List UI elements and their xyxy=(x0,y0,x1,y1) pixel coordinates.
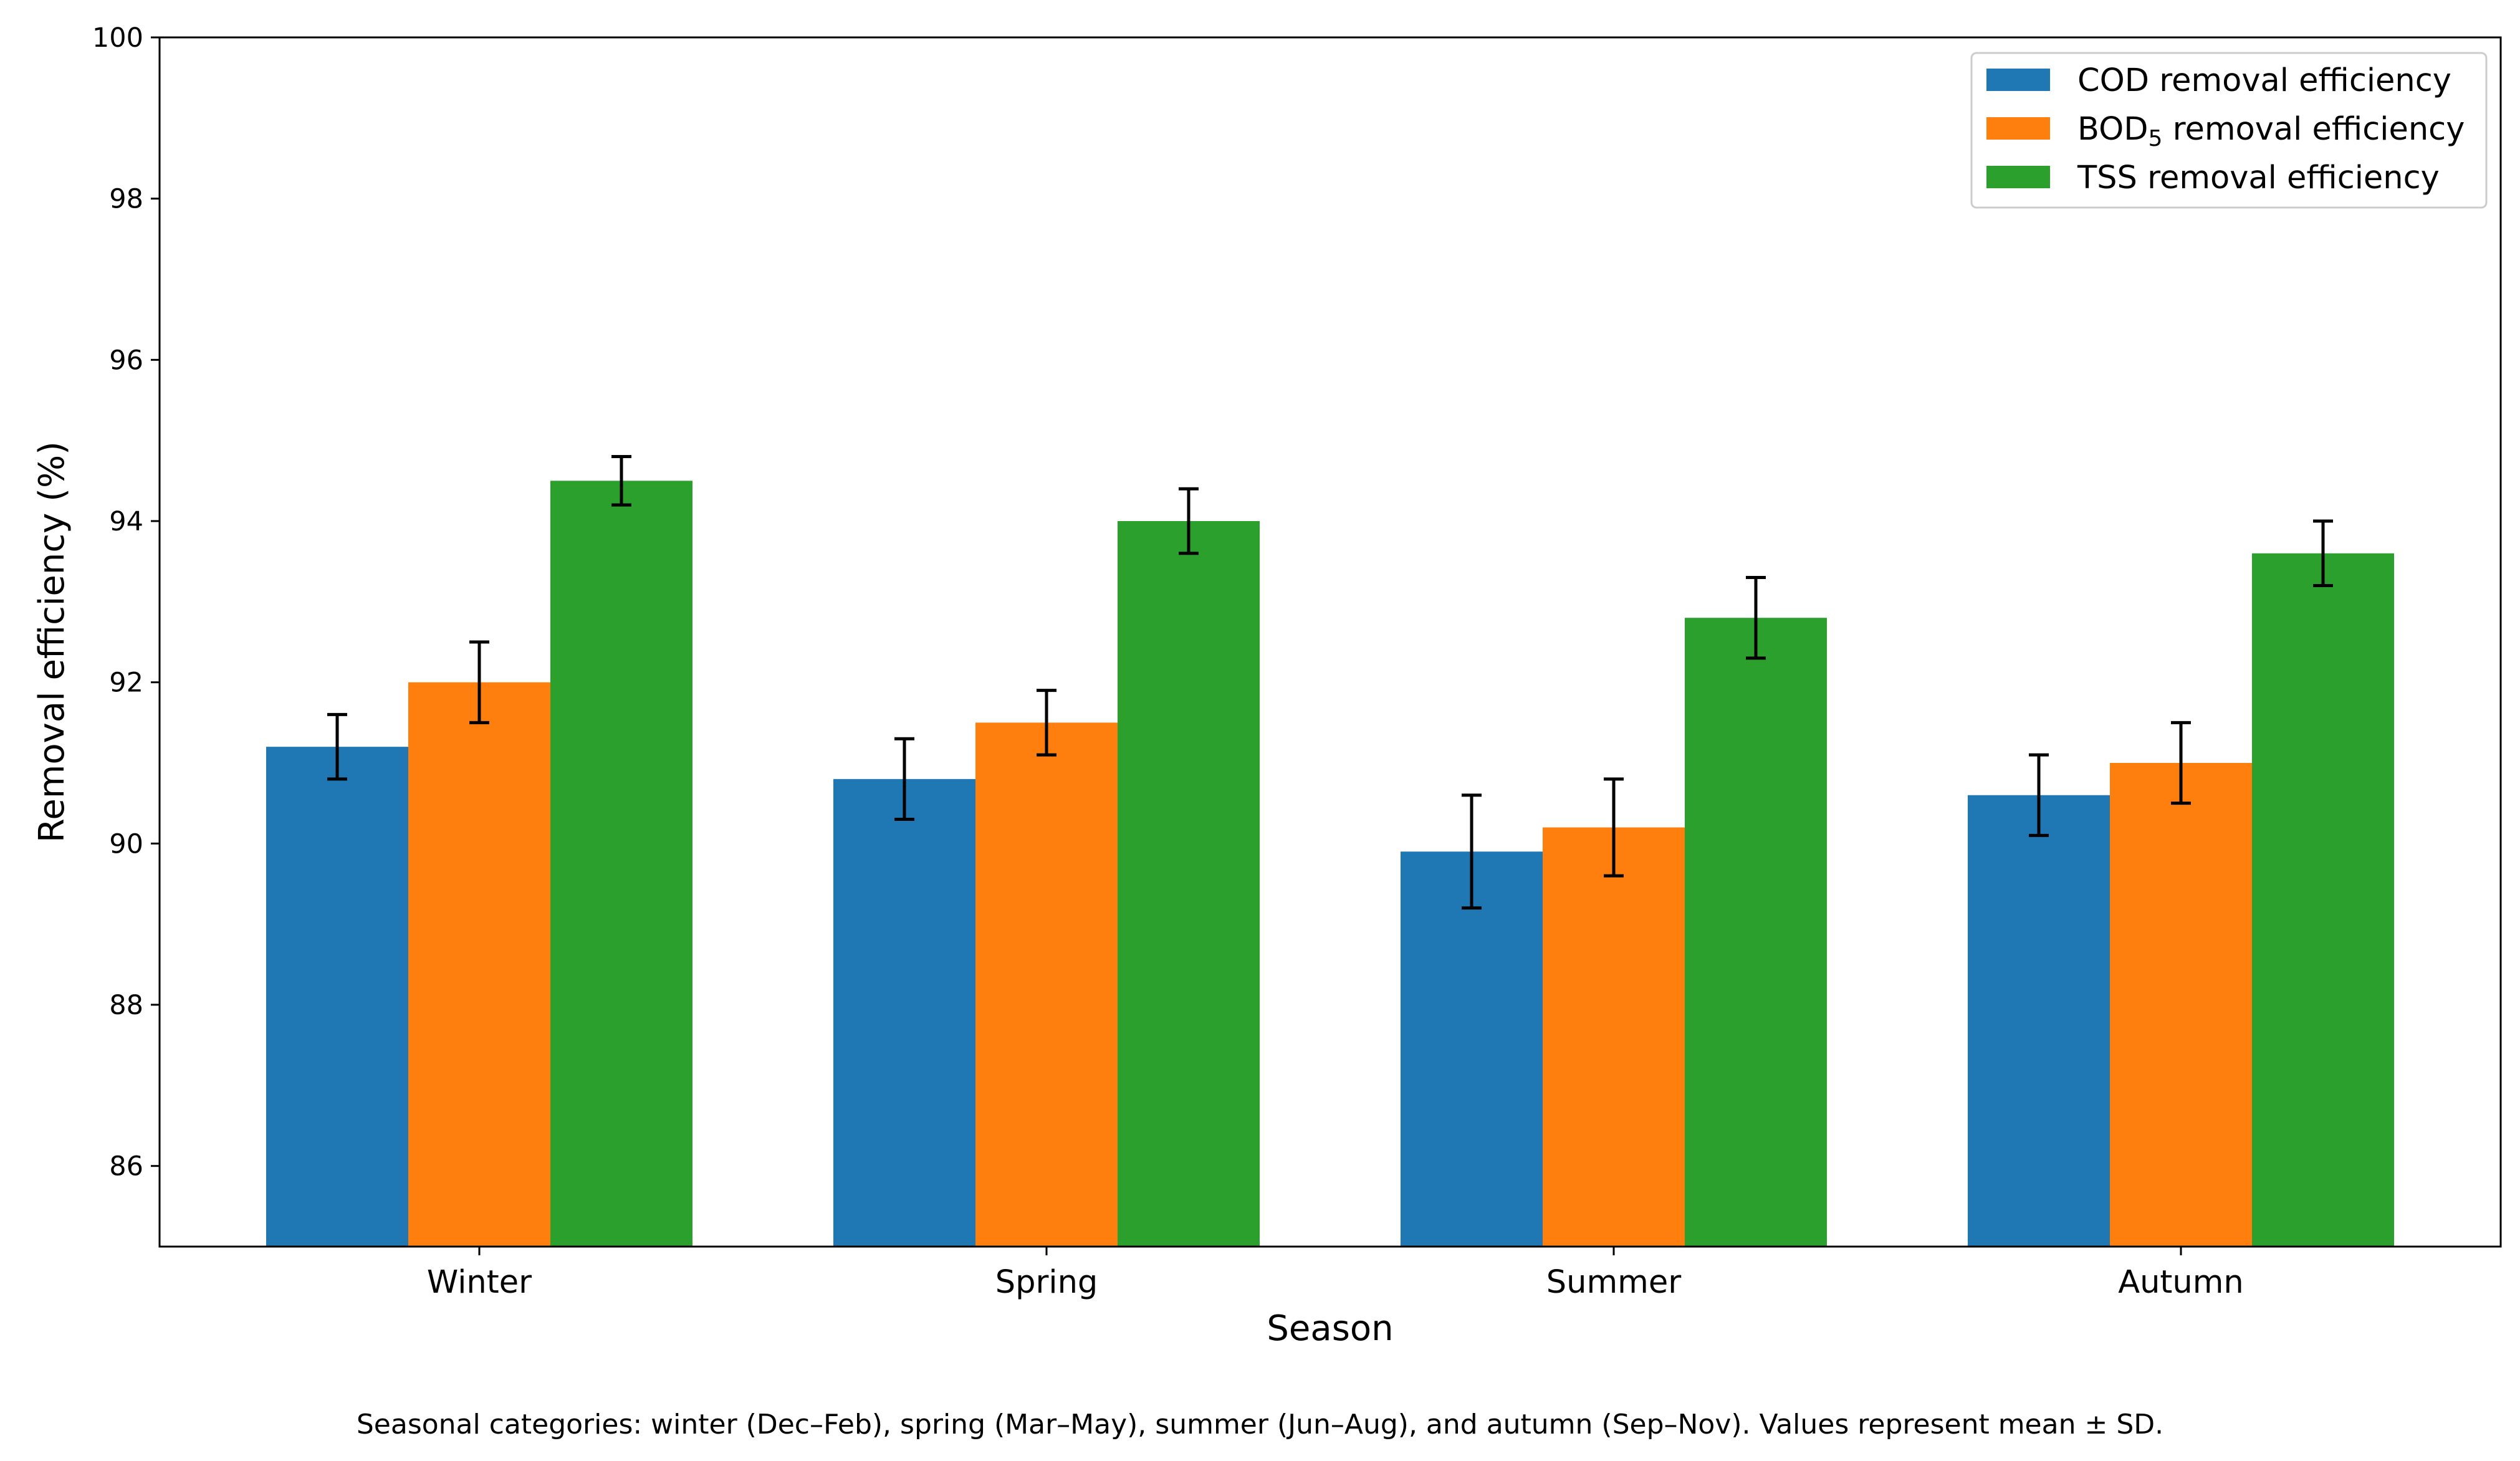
x-axis: Winter Spring Summer Autumn xyxy=(427,1247,2244,1301)
bar xyxy=(2110,763,2252,1247)
bar xyxy=(1685,618,1827,1247)
y-tick-label: 98 xyxy=(109,184,143,215)
y-tick-label: 94 xyxy=(109,506,143,537)
legend-swatch xyxy=(1986,166,2050,188)
x-axis-label: Season xyxy=(1267,1308,1393,1349)
bar xyxy=(2252,553,2394,1247)
bar xyxy=(1968,795,2110,1247)
y-tick-label: 90 xyxy=(109,828,143,860)
bar xyxy=(975,722,1118,1247)
bar xyxy=(550,481,692,1247)
y-tick-label: 88 xyxy=(109,990,143,1021)
y-tick-label: 96 xyxy=(109,345,143,376)
legend-entry: COD removal efficiency xyxy=(2077,62,2451,99)
bars-layer xyxy=(266,481,2394,1247)
figure-caption: Seasonal categories: winter (Dec–Feb), s… xyxy=(356,1409,2164,1440)
legend-box xyxy=(1970,52,2488,209)
legend: COD removal efficiency BOD5 removal effic… xyxy=(1970,52,2488,209)
y-axis: 86 88 90 92 94 96 98 100 xyxy=(92,22,160,1182)
legend-entry: BOD5 removal efficiency xyxy=(2077,111,2465,151)
error-bars-layer xyxy=(327,455,2333,910)
bar xyxy=(1118,521,1260,1247)
bar xyxy=(1543,827,1685,1247)
x-tick-label: Winter xyxy=(427,1264,532,1301)
x-tick-label: Summer xyxy=(1546,1264,1681,1301)
x-tick-label: Autumn xyxy=(2118,1264,2244,1301)
y-tick-label: 92 xyxy=(109,668,143,699)
legend-entry: TSS removal efficiency xyxy=(2077,160,2440,196)
y-axis-label: Removal efficiency (%) xyxy=(32,441,72,843)
legend-swatch xyxy=(1986,117,2050,140)
legend-items: COD removal efficiency BOD5 removal effic… xyxy=(1986,62,2465,196)
bar xyxy=(266,747,408,1247)
x-tick-label: Spring xyxy=(995,1264,1098,1301)
y-tick-label: 100 xyxy=(92,22,143,54)
legend-swatch xyxy=(1986,69,2050,91)
bar xyxy=(833,778,975,1247)
y-tick-label: 86 xyxy=(109,1151,143,1182)
bar xyxy=(1401,851,1543,1247)
bar-chart: 86 88 90 92 94 96 98 100 Winter Spring Summer Autu… xyxy=(32,22,2502,1349)
plot-frame xyxy=(158,36,2502,1248)
bar xyxy=(408,682,550,1247)
